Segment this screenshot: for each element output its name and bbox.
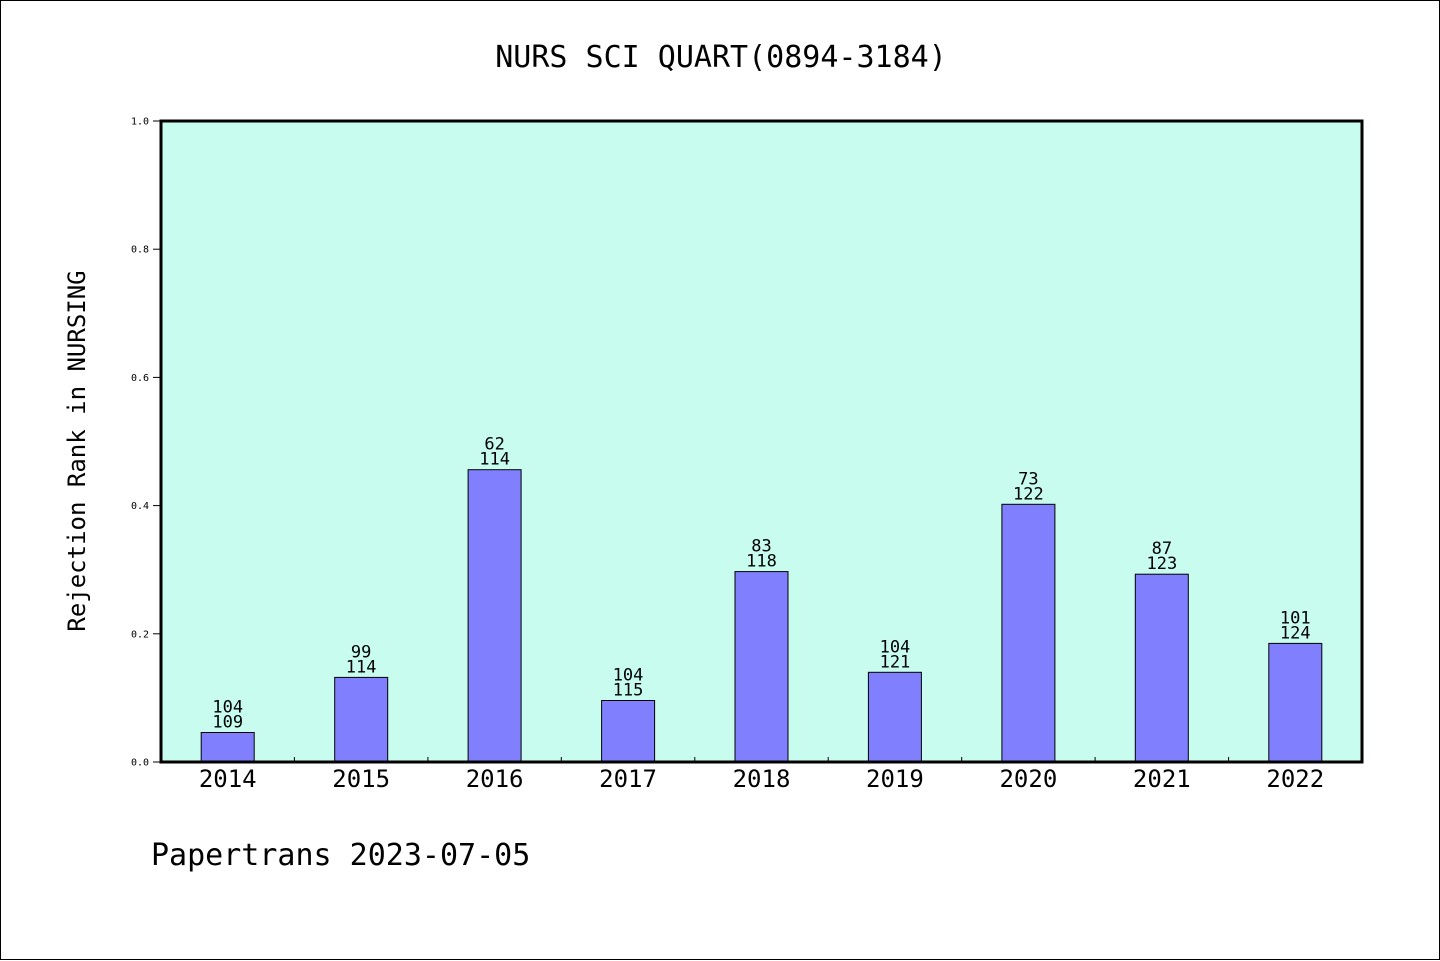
x-tick-label-2021: 2021	[1133, 765, 1191, 793]
x-tick-label-2019: 2019	[866, 765, 924, 793]
data-label-rank-2019: 104	[880, 637, 911, 657]
data-label-rank-2014: 104	[212, 698, 243, 718]
data-label-rank-2018: 83	[751, 537, 771, 557]
data-label-total-2015: 114	[346, 657, 377, 677]
data-label-total-2021: 123	[1146, 554, 1177, 574]
y-tick-label: 0.0	[131, 758, 149, 769]
x-tick-label-2018: 2018	[733, 765, 791, 793]
x-tick-label-2017: 2017	[599, 765, 657, 793]
data-label-rank-2015: 99	[351, 642, 371, 662]
data-label-total-2019: 121	[880, 652, 911, 672]
x-tick-label-2022: 2022	[1266, 765, 1324, 793]
data-label-total-2018: 118	[746, 552, 777, 572]
bars-layer	[200, 469, 1323, 763]
data-label-rank-2017: 104	[613, 666, 644, 686]
bar-2019	[867, 671, 922, 763]
bar-2014	[200, 732, 255, 763]
bar-2016	[467, 469, 522, 763]
y-axis-label: Rejection Rank in NURSING	[63, 270, 91, 631]
x-tick-label-2015: 2015	[332, 765, 390, 793]
plot-border	[159, 119, 1364, 764]
data-label-total-2020: 122	[1013, 484, 1044, 504]
data-label-total-2016: 114	[479, 450, 510, 470]
data-label-total-2014: 109	[212, 713, 243, 733]
x-tick-label-2020: 2020	[999, 765, 1057, 793]
bar-2015	[334, 676, 389, 763]
x-axis: 2014 2015 2016 2017 2018 2019 2020 2021 2022	[199, 757, 1324, 793]
y-tick-label: 1.0	[131, 117, 149, 128]
data-label-rank-2022: 101	[1280, 608, 1311, 628]
footer-source-date: Papertrans 2023-07-05	[151, 838, 530, 873]
data-label-total-2017: 115	[613, 681, 644, 701]
bar-2021	[1134, 573, 1189, 763]
bar-2022	[1268, 642, 1323, 763]
x-tick-label-2014: 2014	[199, 765, 257, 793]
bar-2017	[601, 700, 656, 763]
y-tick-label: 0.4	[131, 501, 149, 512]
bar-2020	[1001, 503, 1056, 763]
bar-2018	[734, 571, 789, 763]
data-label-rank-2020: 73	[1018, 469, 1038, 489]
y-axis: 0.0 0.2 0.4 0.6 0.8 1.0	[131, 117, 161, 769]
data-label-total-2022: 124	[1280, 623, 1311, 643]
y-tick-label: 0.8	[131, 245, 149, 256]
y-tick-label: 0.6	[131, 373, 149, 384]
x-tick-label-2016: 2016	[466, 765, 524, 793]
data-labels-layer: 1041099911462114104115831181041217312287…	[212, 435, 1310, 733]
data-label-rank-2016: 62	[484, 435, 504, 455]
y-tick-label: 0.2	[131, 629, 149, 640]
data-label-rank-2021: 87	[1152, 539, 1172, 559]
chart-title: NURS SCI QUART(0894-3184)	[495, 40, 947, 75]
